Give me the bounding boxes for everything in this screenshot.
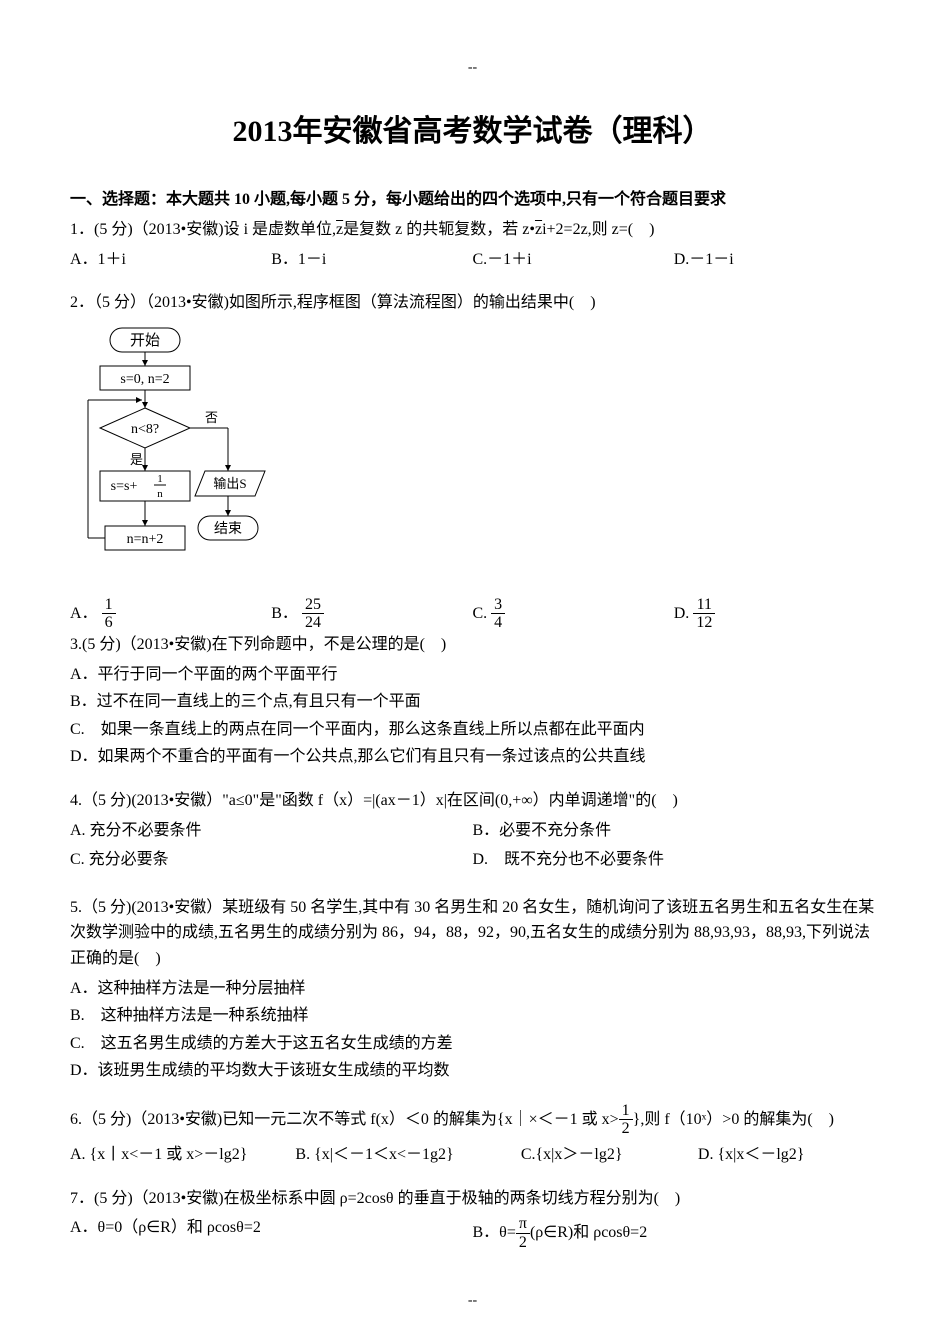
q5-options: A．这种抽样方法是一种分层抽样 B. 这种抽样方法是一种系统抽样 C. 这五名男… <box>70 976 875 1084</box>
q6-opt-a: A. {x丨x<－1 或 x>－lg2} <box>70 1142 295 1168</box>
q2-opt-a: A． 16 <box>70 596 271 632</box>
q2-d-den: 12 <box>693 614 715 632</box>
q6-text: 6.（5 分)（2013•安徽)已知一元二次不等式 f(x）＜0 的解集为{x｜… <box>70 1102 875 1138</box>
q7-bfrac-d: 2 <box>516 1234 530 1252</box>
q1-opt-b: B．1－i <box>271 247 472 273</box>
q4-opt-d: D. 既不充分也不必要条件 <box>473 847 876 873</box>
q7-options: A．θ=0（ρ∈R）和 ρcosθ=2 B．θ=π2(ρ∈R)和 ρcosθ=2 <box>70 1215 875 1255</box>
q3-opt-c: C. 如果一条直线上的两点在同一个平面内，那么这条直线上所以点都在此平面内 <box>70 717 875 743</box>
fc-start: 开始 <box>130 332 160 349</box>
q1-zbar-2: z <box>535 221 542 238</box>
q6-text-b: },则 f（10ˣ）>0 的解集为( ) <box>633 1111 834 1128</box>
q2-c-label: C. <box>473 605 488 622</box>
q2-d-label: D. <box>674 605 690 622</box>
q1-opt-d: D.－1－i <box>674 247 875 273</box>
q1-part-a: 1．(5 分)（2013•安徽)设 i 是虚数单位, <box>70 221 336 238</box>
q3-opt-b: B．过不在同一直线上的三个点,有且只有一个平面 <box>70 689 875 715</box>
q4-options: A. 充分不必要条件 B．必要不充分条件 C. 充分必要条 D. 既不充分也不必… <box>70 818 875 877</box>
q5-opt-b: B. 这种抽样方法是一种系统抽样 <box>70 1003 875 1029</box>
q2-opt-d: D. 1112 <box>674 596 875 632</box>
q6-opt-d: D. {x|x＜－lg2} <box>698 1142 875 1168</box>
q1-options: A．1＋i B．1－i C.－1＋i D.－1－i <box>70 247 875 273</box>
q7-b-a: B．θ= <box>473 1224 516 1241</box>
q1-text: 1．(5 分)（2013•安徽)设 i 是虚数单位, z是复数 z 的共轭复数，若… <box>70 217 875 243</box>
question-5: 5.（5 分)(2013•安徽）某班级有 50 名学生,其中有 30 名男生和 … <box>70 895 875 1084</box>
fc-step: s=s+ <box>111 479 138 494</box>
q2-b-label: B． <box>271 605 298 622</box>
question-6: 6.（5 分)（2013•安徽)已知一元二次不等式 f(x）＜0 的解集为{x｜… <box>70 1102 875 1168</box>
q3-options: A．平行于同一个平面的两个平面平行 B．过不在同一直线上的三个点,有且只有一个平… <box>70 662 875 770</box>
fc-yes: 是 <box>130 452 143 467</box>
fc-out: 输出S <box>213 476 246 491</box>
fc-cond: n<8? <box>131 422 159 437</box>
q4-text: 4.（5 分)(2013•安徽）"a≤0"是"函数 f（x）=|(ax－1）x|… <box>70 788 875 814</box>
q7-b-b: (ρ∈R)和 ρcosθ=2 <box>530 1224 647 1241</box>
q7-text: 7．(5 分)（2013•安徽)在极坐标系中圆 ρ=2cosθ 的垂直于极轴的两… <box>70 1186 875 1212</box>
q4-opt-a: A. 充分不必要条件 <box>70 818 473 844</box>
q5-opt-c: C. 这五名男生成绩的方差大于这五名女生成绩的方差 <box>70 1031 875 1057</box>
q4-opt-b: B．必要不充分条件 <box>473 818 876 844</box>
q2-a-den: 6 <box>102 614 116 632</box>
q5-opt-a: A．这种抽样方法是一种分层抽样 <box>70 976 875 1002</box>
top-dash: -- <box>70 60 875 76</box>
fc-end: 结束 <box>214 521 242 537</box>
q2-options: A． 16 B． 2524 C. 34 D. 1112 <box>70 596 875 632</box>
q5-opt-d: D．该班男生成绩的平均数大于该班女生成绩的平均数 <box>70 1058 875 1084</box>
svg-text:n: n <box>157 488 163 500</box>
fc-no: 否 <box>205 410 218 425</box>
q3-opt-d: D．如果两个不重合的平面有一个公共点,那么它们有且只有一条过该点的公共直线 <box>70 744 875 770</box>
q5-text: 5.（5 分)(2013•安徽）某班级有 50 名学生,其中有 30 名男生和 … <box>70 895 875 972</box>
q6-opt-c: C.{x|x＞－lg2} <box>521 1142 698 1168</box>
q2-d-num: 11 <box>693 596 715 615</box>
q6-frac-n: 1 <box>619 1102 633 1121</box>
q2-c-den: 4 <box>491 614 505 632</box>
q3-opt-a: A．平行于同一个平面的两个平面平行 <box>70 662 875 688</box>
q2-opt-b: B． 2524 <box>271 596 472 632</box>
q2-text: 2．（5 分）（2013•安徽)如图所示,程序框图（算法流程图）的输出结果中( … <box>70 290 875 316</box>
q7-bfrac-n: π <box>516 1215 530 1234</box>
q2-b-den: 24 <box>302 614 324 632</box>
q6-opt-b: B. {x|＜－1＜x<－1g2} <box>295 1142 520 1168</box>
q6-frac-d: 2 <box>619 1120 633 1138</box>
svg-text:1: 1 <box>157 473 163 485</box>
question-1: 1．(5 分)（2013•安徽)设 i 是虚数单位, z是复数 z 的共轭复数，若… <box>70 217 875 272</box>
q1-part-c: i+2=2z,则 z=( ) <box>542 221 654 238</box>
q4-opt-c: C. 充分必要条 <box>70 847 473 873</box>
question-3: 3.(5 分)（2013•安徽)在下列命题中，不是公理的是( ) A．平行于同一… <box>70 632 875 770</box>
page-title: 2013年安徽省高考数学试卷（理科） <box>70 106 875 150</box>
q2-a-label: A． <box>70 605 98 622</box>
q6-options: A. {x丨x<－1 或 x>－lg2} B. {x|＜－1＜x<－1g2} C… <box>70 1142 875 1168</box>
q2-b-num: 25 <box>302 596 324 615</box>
q7-opt-a: A．θ=0（ρ∈R）和 ρcosθ=2 <box>70 1215 473 1251</box>
question-2: 2．（5 分）（2013•安徽)如图所示,程序框图（算法流程图）的输出结果中( … <box>70 290 875 1255</box>
q2-a-num: 1 <box>102 596 116 615</box>
q3-text: 3.(5 分)（2013•安徽)在下列命题中，不是公理的是( ) <box>70 632 875 658</box>
q7-opt-b: B．θ=π2(ρ∈R)和 ρcosθ=2 <box>473 1215 876 1251</box>
fc-inc: n=n+2 <box>127 532 164 547</box>
flowchart: 开始 s=0, n=2 n<8? 是 否 s=s+ 1 n <box>80 326 875 586</box>
q1-opt-c: C.－1＋i <box>473 247 674 273</box>
section-heading: 一、选择题：本大题共 10 小题,每小题 5 分，每小题给出的四个选项中,只有一… <box>70 185 875 209</box>
flowchart-svg: 开始 s=0, n=2 n<8? 是 否 s=s+ 1 n <box>80 326 280 586</box>
fc-init: s=0, n=2 <box>120 372 169 387</box>
bottom-dash: -- <box>0 1290 945 1312</box>
q1-opt-a: A．1＋i <box>70 247 271 273</box>
question-4: 4.（5 分)(2013•安徽）"a≤0"是"函数 f（x）=|(ax－1）x|… <box>70 788 875 877</box>
q2-c-num: 3 <box>491 596 505 615</box>
q2-opt-c: C. 34 <box>473 596 674 632</box>
q6-text-a: 6.（5 分)（2013•安徽)已知一元二次不等式 f(x）＜0 的解集为{x｜… <box>70 1111 619 1128</box>
q1-part-b: 是复数 z 的共轭复数，若 z• <box>343 221 535 238</box>
question-7: 7．(5 分)（2013•安徽)在极坐标系中圆 ρ=2cosθ 的垂直于极轴的两… <box>70 1186 875 1256</box>
